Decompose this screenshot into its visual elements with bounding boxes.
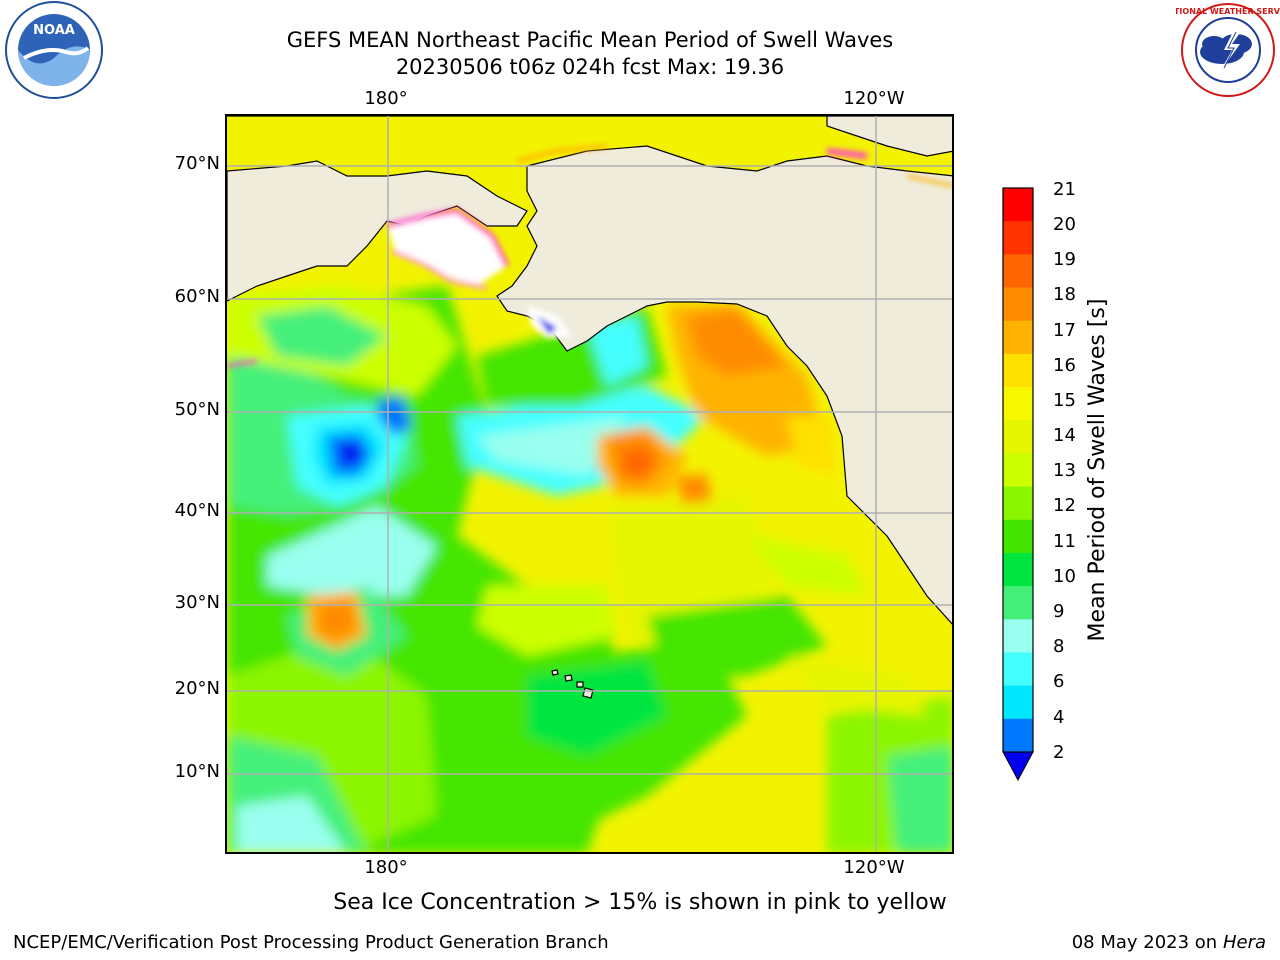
colorbar-tick-19: 19 xyxy=(1053,249,1076,270)
colorbar-band xyxy=(1003,652,1033,687)
lat-label-50n: 50°N xyxy=(174,399,220,420)
colorbar-tick-9: 9 xyxy=(1053,601,1065,622)
footer-date: 08 May 2023 on Hera xyxy=(1072,932,1266,953)
wave-field xyxy=(227,286,952,852)
lon-label-top-120w: 120°W xyxy=(843,88,905,109)
colorbar-label: Mean Period of Swell Waves [s] xyxy=(1085,298,1110,642)
lat-label-30n: 30°N xyxy=(174,592,220,613)
footer-machine: Hera xyxy=(1222,932,1266,953)
colorbar-tick-6: 6 xyxy=(1053,671,1065,692)
colorbar-band xyxy=(1003,221,1033,255)
colorbar-tick-12: 12 xyxy=(1053,495,1076,516)
chart-title: GEFS MEAN Northeast Pacific Mean Period … xyxy=(286,28,894,52)
nws-logo-icon: NATIONAL WEATHER SERVICE xyxy=(1176,3,1280,97)
lat-label-70n: 70°N xyxy=(174,153,220,174)
colorbar-band xyxy=(1003,685,1033,720)
colorbar-tick-13: 13 xyxy=(1053,460,1076,481)
colorbar-band xyxy=(1003,619,1033,653)
colorbar-band xyxy=(1003,287,1033,322)
lat-label-60n: 60°N xyxy=(174,286,220,307)
colorbar-tick-4: 4 xyxy=(1053,707,1065,728)
footer-date-text: 08 May 2023 on xyxy=(1071,932,1218,953)
colorbar-tick-17: 17 xyxy=(1053,320,1076,341)
noaa-logo-icon: NOAA xyxy=(5,1,103,99)
colorbar-tick-21: 21 xyxy=(1053,179,1076,200)
colorbar-band xyxy=(1003,188,1033,222)
colorbar-tick-8: 8 xyxy=(1053,636,1065,657)
colorbar-tick-14: 14 xyxy=(1053,425,1076,446)
colorbar-band xyxy=(1003,586,1033,620)
colorbar-band xyxy=(1003,486,1033,521)
lon-label-bottom-120w: 120°W xyxy=(843,857,905,878)
colorbar-tick-2: 2 xyxy=(1053,742,1065,763)
lat-label-10n: 10°N xyxy=(174,761,220,782)
map-panel xyxy=(225,114,954,854)
colorbar-tick-20: 20 xyxy=(1053,214,1076,235)
colorbar-tick-18: 18 xyxy=(1053,284,1076,305)
noaa-logo-text: NOAA xyxy=(33,23,75,38)
colorbar-band xyxy=(1003,420,1033,454)
swell-period-map xyxy=(227,116,952,852)
colorbar-band xyxy=(1003,254,1033,289)
colorbar-tick-15: 15 xyxy=(1053,390,1076,411)
colorbar-band xyxy=(1003,718,1033,753)
sea-ice-note: Sea Ice Concentration > 15% is shown in … xyxy=(333,890,947,915)
colorbar-band xyxy=(1003,453,1033,488)
land xyxy=(227,116,952,699)
lon-label-top-180: 180° xyxy=(364,88,408,109)
sea-ice xyxy=(227,144,952,368)
colorbar-band xyxy=(1003,353,1033,388)
colorbar-band xyxy=(1003,519,1033,554)
gridlines xyxy=(227,116,952,852)
chart-subtitle: 20230506 t06z 024h fcst Max: 19.36 xyxy=(395,55,785,79)
footer-credit: NCEP/EMC/Verification Post Processing Pr… xyxy=(13,932,609,953)
colorbar-band xyxy=(1003,387,1033,421)
colorbar xyxy=(1002,187,1034,782)
colorbar-band xyxy=(1003,320,1033,355)
lat-label-20n: 20°N xyxy=(174,678,220,699)
lat-label-40n: 40°N xyxy=(174,500,220,521)
lon-label-bottom-180: 180° xyxy=(364,857,408,878)
colorbar-band xyxy=(1003,552,1033,587)
colorbar-tick-10: 10 xyxy=(1053,566,1076,587)
nws-logo-text: NATIONAL WEATHER SERVICE xyxy=(1176,7,1280,16)
colorbar-tick-16: 16 xyxy=(1053,355,1076,376)
colorbar-tick-11: 11 xyxy=(1053,531,1076,552)
